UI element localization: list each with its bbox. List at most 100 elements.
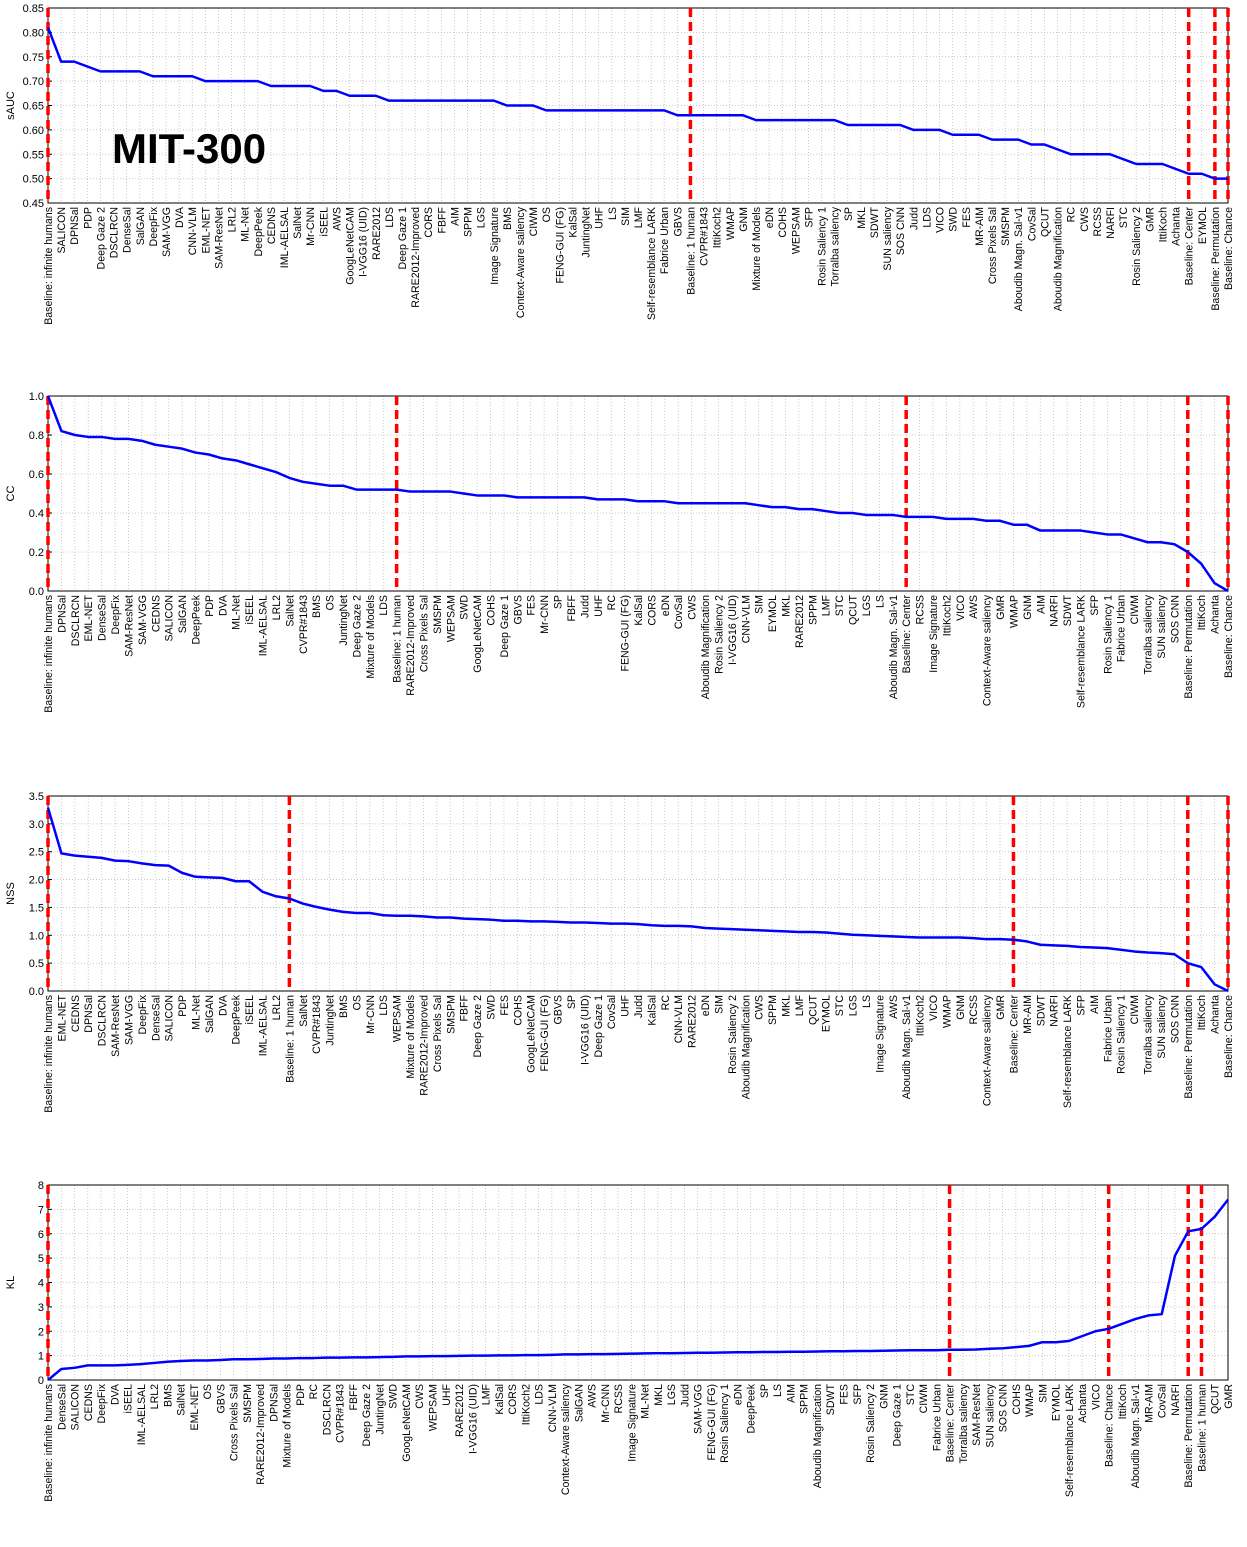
x-tick-label: SUN saliency (1156, 994, 1168, 1058)
x-tick-label: AWS (331, 207, 343, 231)
x-tick-label: IML-AELSAL (258, 595, 270, 656)
x-tick-label: Aboudib Magn. Sal-v1 (1013, 207, 1025, 311)
x-tick-label: SALICON (164, 595, 176, 642)
x-tick-label: Judd (579, 595, 591, 618)
x-tick-label: BMS (502, 207, 514, 230)
x-tick-label: JuntingNet (374, 1384, 386, 1435)
x-tick-label: SalNet (284, 595, 296, 627)
x-tick-label: Rosin Saliency 1 (1116, 995, 1128, 1074)
x-tick-label: DPNSal (56, 595, 68, 633)
x-tick-label: MKL (781, 595, 793, 617)
x-tick-label: MR-AIM (974, 207, 986, 246)
x-tick-label: LS (861, 995, 873, 1008)
x-tick-label: Context-Aware saliency (982, 594, 994, 706)
x-tick-label: Judd (633, 995, 645, 1018)
x-tick-label: FENG-GUI (FG) (620, 595, 632, 672)
x-tick-label: CVPR#1843 (311, 995, 323, 1054)
x-tick-label: Deep Gaze 2 (472, 995, 484, 1058)
x-tick-label: FES (961, 207, 973, 228)
x-tick-label: Self-resemblance LARK (1076, 595, 1088, 708)
x-tick-label: OS (351, 995, 363, 1010)
x-tick-label: RARE2012 (371, 207, 383, 260)
y-axis-label: NSS (5, 882, 17, 905)
x-tick-label: Mr-CNN (305, 207, 317, 246)
x-tick-label: CWS (687, 595, 699, 620)
x-tick-label: EML-NET (56, 994, 68, 1041)
x-tick-label: CIWM (1129, 595, 1141, 624)
x-tick-label: Mixture of Models (365, 595, 377, 679)
x-tick-label: FENG-GUI (FG) (539, 995, 551, 1072)
x-tick-label: LMF (633, 206, 645, 228)
x-tick-label: RC (606, 595, 618, 611)
x-tick-label: Image Signature (928, 595, 940, 673)
x-tick-label: CWS (1079, 207, 1091, 232)
x-tick-label: Rosin Saliency 2 (1131, 207, 1143, 286)
x-tick-label: SALICON (164, 995, 176, 1042)
x-tick-label: Aboudib Magn. Sal-v1 (888, 595, 900, 699)
x-tick-label: LMF (481, 1383, 493, 1405)
x-tick-label: SDWT (1035, 994, 1047, 1026)
x-tick-label: CIWM (528, 207, 540, 236)
x-tick-label: iSEEL (318, 207, 330, 237)
x-tick-label: CORS (646, 595, 658, 626)
x-tick-label: LDS (378, 595, 390, 616)
x-tick-label: SALICON (70, 1384, 82, 1431)
x-tick-label: Baseline: 1 human (1196, 1384, 1208, 1472)
x-tick-label: SP (843, 207, 855, 221)
x-tick-label: CWS (754, 995, 766, 1020)
x-tick-label: GNM (1022, 595, 1034, 620)
x-tick-label: SAM-VGG (123, 995, 135, 1045)
x-tick-label: Cross Pixels Sal (229, 1384, 241, 1461)
x-tick-label: eDN (660, 595, 672, 616)
x-tick-label: GMR (995, 995, 1007, 1020)
x-tick-label: IttiKoch (1196, 595, 1208, 630)
x-tick-label: SAM-VGG (693, 1384, 705, 1434)
x-tick-label: DSCLRCN (70, 595, 82, 646)
y-axis-label: KL (5, 1276, 17, 1289)
y-tick-label: 3.5 (29, 791, 44, 803)
x-tick-label: SWD (388, 1384, 400, 1409)
annotation: MIT-300 (112, 125, 266, 172)
x-tick-label: LS (874, 595, 886, 608)
x-tick-label: SFP (803, 207, 815, 228)
x-tick-label: I-VGG16 (UID) (358, 207, 370, 277)
x-tick-label: Torralba saliency (1143, 594, 1155, 674)
x-tick-label: DVA (109, 1383, 121, 1405)
x-tick-label: RC (660, 995, 672, 1011)
x-tick-label: VICO (955, 595, 967, 621)
x-tick-label: QCUT (848, 594, 860, 625)
x-tick-label: GBVS (512, 595, 524, 624)
x-tick-label: SalGAN (573, 1384, 585, 1422)
x-tick-label: Torralba saliency (958, 1383, 970, 1463)
x-tick-label: COHS (486, 595, 498, 626)
x-tick-label: SOS CNN (1169, 595, 1181, 643)
x-tick-label: CNN-VLM (740, 595, 752, 643)
x-tick-label: SalGAN (204, 995, 216, 1033)
x-tick-label: SAM-ResNet (213, 207, 225, 269)
x-tick-label: Aboudib Magn. Sal-v1 (901, 995, 913, 1099)
x-tick-label: Baseline: Center (1008, 995, 1020, 1074)
x-tick-label: IttiKoch (1117, 1384, 1129, 1419)
x-tick-label: Mr-CNN (365, 995, 377, 1034)
x-tick-label: Baseline: Center (901, 595, 913, 674)
x-tick-label: ML-Net (191, 995, 203, 1030)
x-tick-label: SalGAN (135, 207, 147, 245)
x-tick-label: Rosin Saliency 2 (713, 595, 725, 674)
x-tick-label: SUN saliency (1156, 594, 1168, 658)
x-tick-label: JuntingNet (325, 995, 337, 1046)
x-tick-label: Baseline: 1 human (284, 995, 296, 1083)
x-tick-label: Fabrice Urban (659, 207, 671, 274)
x-tick-label: Baseline: Chance (1223, 995, 1235, 1078)
x-tick-label: CVPR#1843 (335, 1384, 347, 1443)
y-tick-label: 5 (38, 1253, 44, 1265)
x-tick-label: JuntingNet (581, 207, 593, 258)
x-tick-label: LDS (378, 995, 390, 1016)
x-tick-label: LRL2 (149, 1384, 161, 1409)
x-tick-label: GoogLeNetCAM (472, 595, 484, 673)
y-tick-label: 0.2 (29, 547, 44, 559)
x-tick-label: DSCLRCN (109, 207, 121, 258)
x-tick-label: ML-Net (231, 595, 243, 630)
x-tick-label: Rosin Saliency 2 (865, 1384, 877, 1463)
x-tick-label: SDWT (825, 1383, 837, 1415)
x-tick-label: RARE2012 (454, 1384, 466, 1437)
